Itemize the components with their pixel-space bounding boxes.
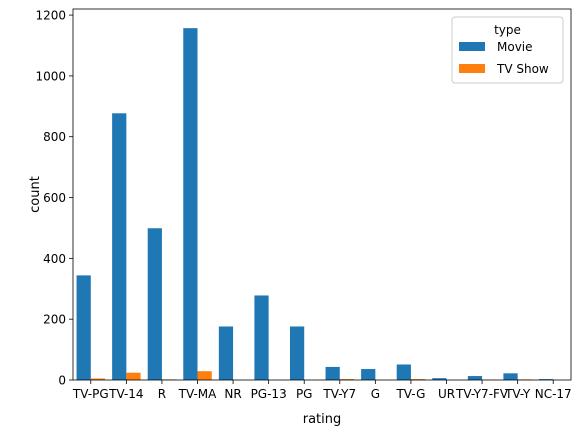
bars-group [76, 28, 554, 381]
x-tick-label: PG [296, 387, 313, 401]
x-tick-label: TV-PG [72, 387, 109, 401]
x-tick-label: TV-G [395, 387, 425, 401]
x-axis-label: rating [303, 412, 342, 427]
x-tick-label: NC-17 [535, 387, 572, 401]
bar-movie-ur [432, 378, 447, 380]
bar-movie-pg-13 [254, 295, 269, 380]
legend-title: type [494, 23, 521, 37]
bar-tv-show-tv-y7 [339, 379, 355, 380]
bar-movie-tv-14 [112, 113, 127, 381]
bar-movie-nr [218, 326, 234, 380]
legend-items: Movie TV Show [459, 40, 549, 76]
bar-movie-tv-ma [183, 28, 198, 380]
bar-movie-pg [289, 326, 305, 380]
legend-label: Movie [497, 40, 533, 54]
y-tick-label: 0 [58, 374, 66, 388]
y-tick-label: 1000 [35, 69, 66, 83]
bar-tv-show-tv-g [410, 379, 426, 380]
x-tick-label: UR [438, 387, 455, 401]
bar-tv-show-tv-pg [90, 378, 106, 380]
x-tick-label: NR [224, 387, 241, 401]
y-tick-label: 400 [43, 252, 66, 266]
legend-swatch [459, 64, 485, 73]
y-axis-label: count [28, 176, 43, 213]
y-axis: 0 200 400 600 800 1000 1200 [35, 9, 73, 388]
bar-movie-tv-pg [76, 275, 91, 380]
y-tick-label: 1200 [35, 9, 66, 23]
x-tick-label: TV-Y7 [322, 387, 356, 401]
bar-tv-show-tv-14 [126, 372, 141, 380]
bar-movie-tv-y [503, 373, 518, 380]
y-tick-label: 800 [43, 130, 66, 144]
x-tick-label: TV-MA [178, 387, 218, 401]
x-axis: TV-PG TV-14 R TV-MA NR PG-13 PG TV-Y7 G TV-G UR TV-… [72, 380, 572, 401]
bar-movie-tv-g [396, 364, 411, 380]
y-tick-label: 600 [43, 191, 66, 205]
x-tick-label: R [158, 387, 166, 401]
bar-tv-show-tv-ma [197, 371, 212, 380]
x-tick-label: TV-Y7-FV [455, 387, 509, 401]
x-tick-label: PG-13 [251, 387, 287, 401]
legend-swatch [459, 42, 485, 51]
x-tick-label: TV-14 [108, 387, 143, 401]
bar-movie-nc-17 [538, 379, 554, 380]
legend-label: TV Show [496, 62, 549, 76]
bar-movie-tv-y7 [325, 366, 340, 380]
legend: type Movie TV Show [451, 16, 564, 84]
plot-frame [72, 8, 572, 381]
y-tick-label: 200 [43, 313, 66, 327]
x-tick-label: TV-Y [504, 387, 531, 401]
bar-movie-r [147, 228, 162, 380]
bar-movie-tv-y7-fv [467, 376, 483, 380]
bar-movie-g [361, 369, 376, 380]
x-tick-label: G [371, 387, 380, 401]
